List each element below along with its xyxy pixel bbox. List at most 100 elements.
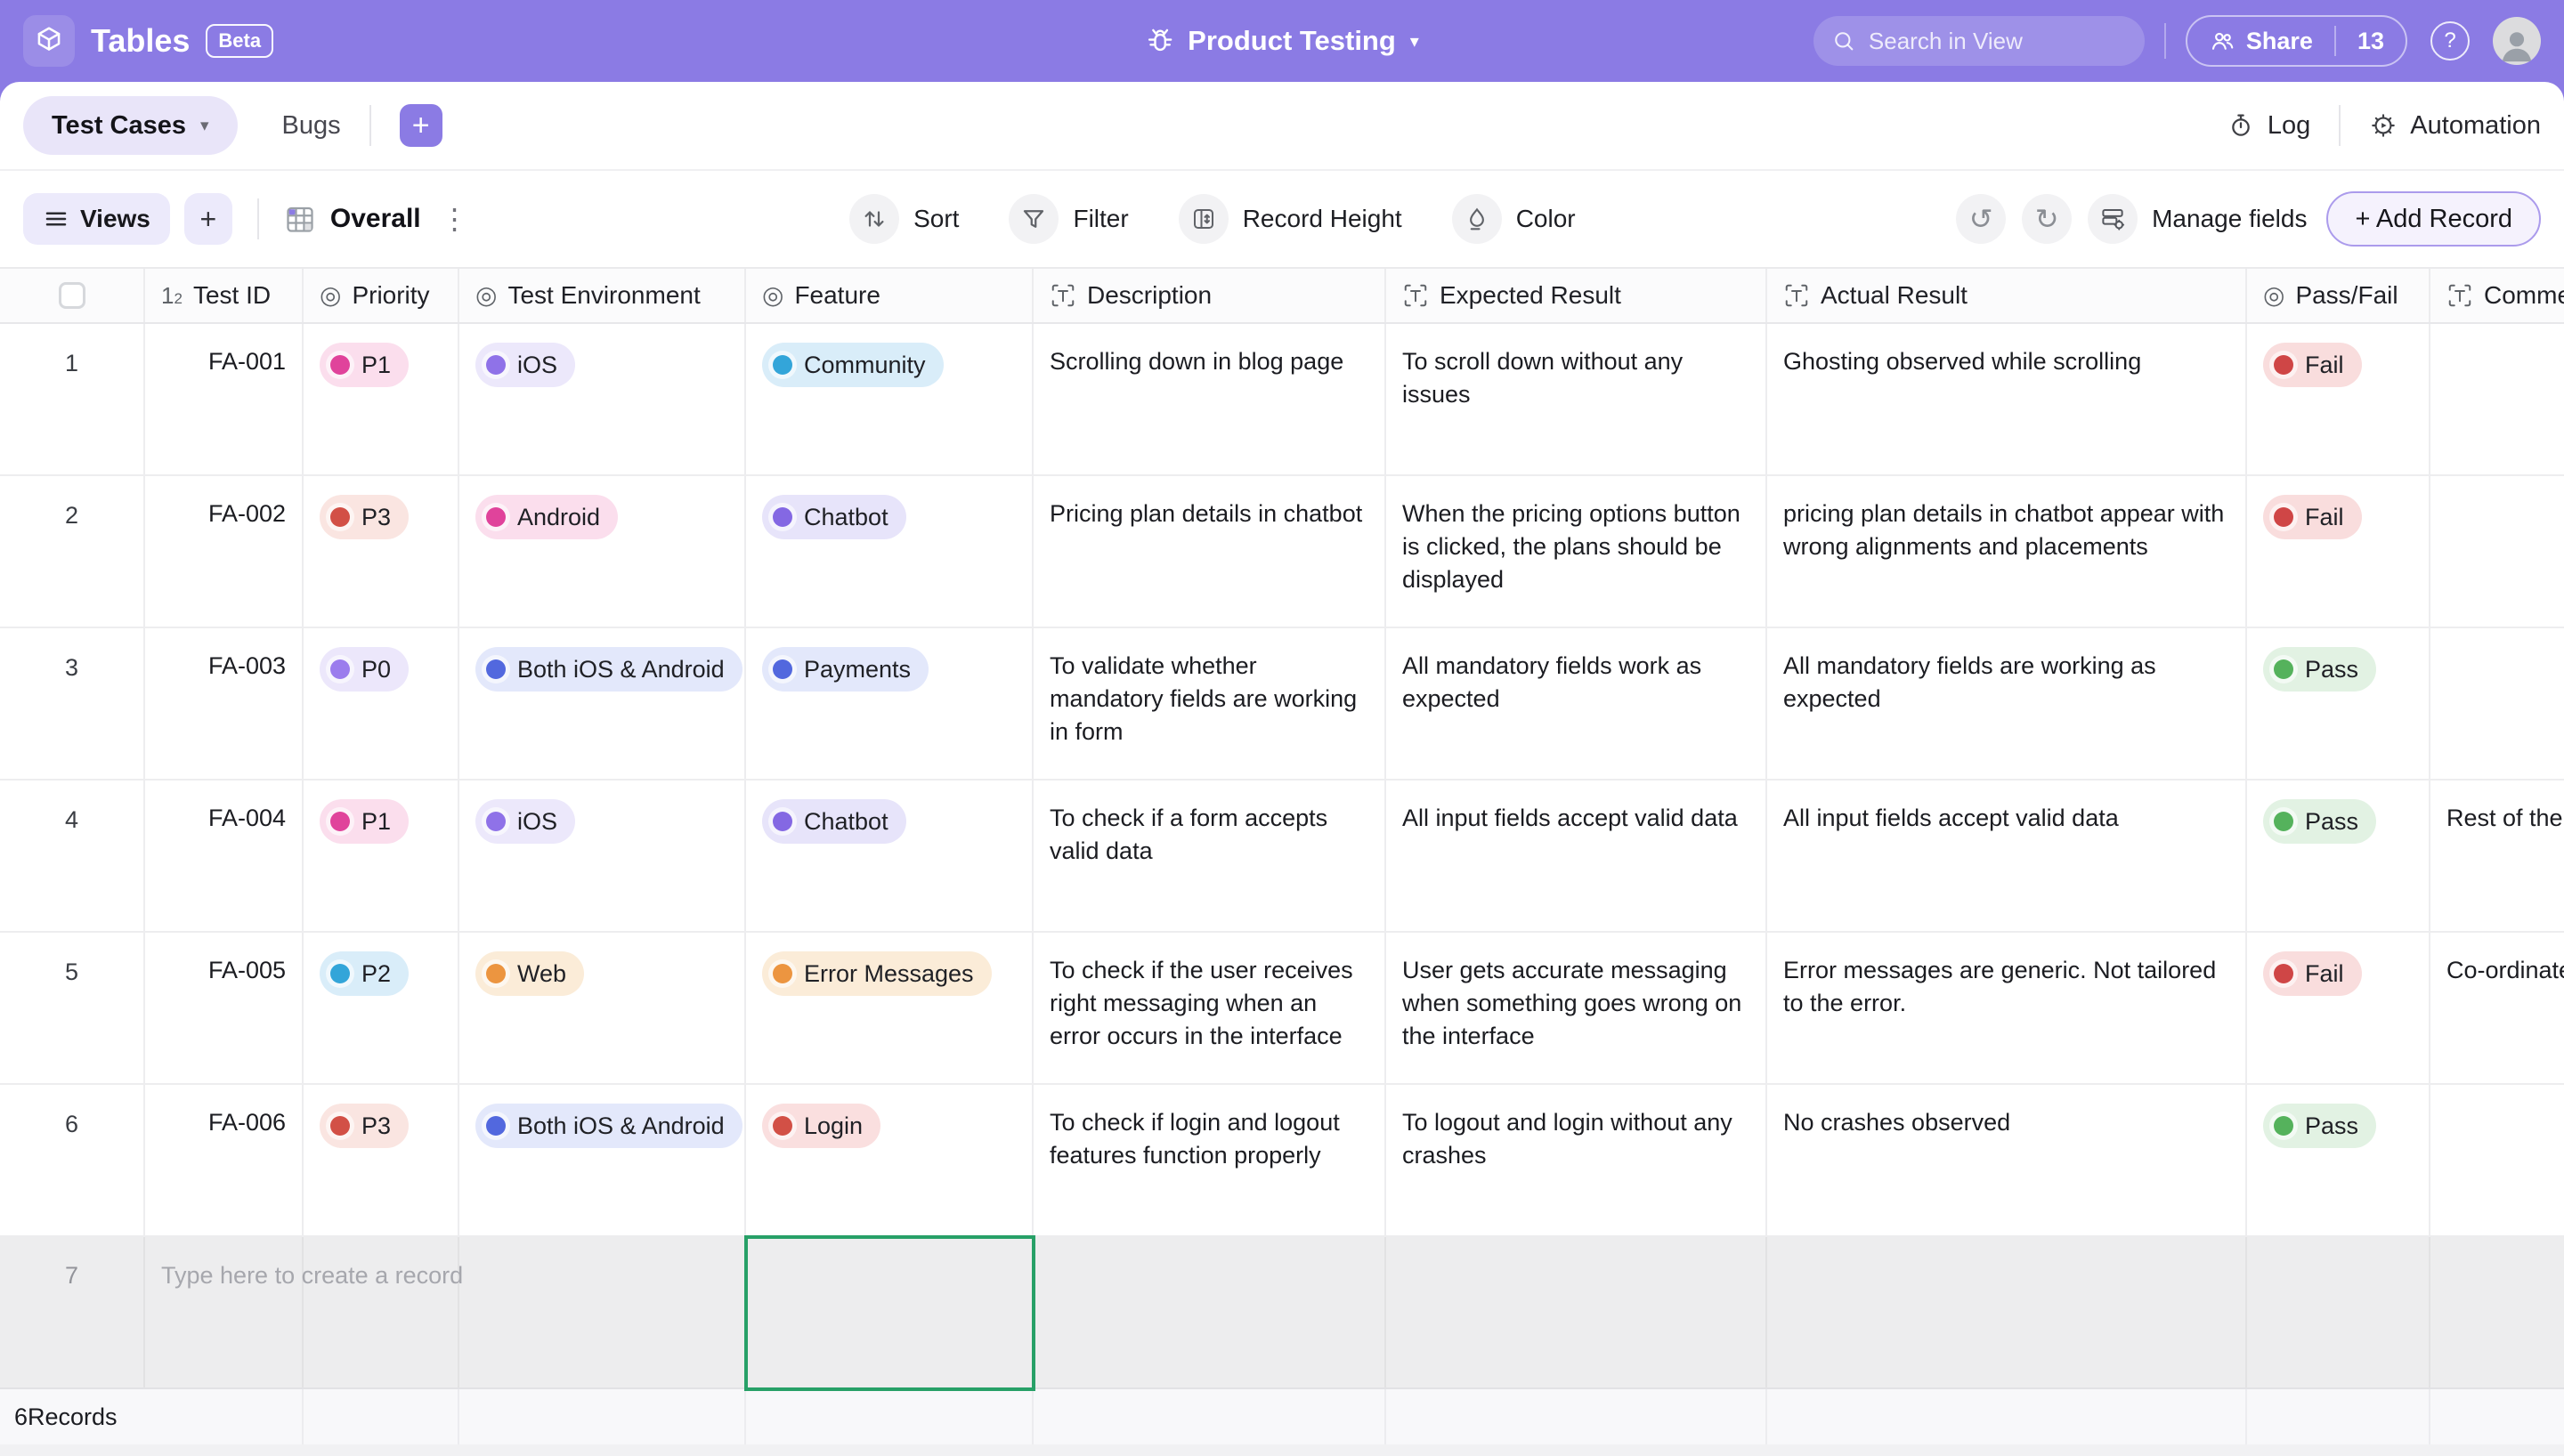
cell-comments[interactable] xyxy=(2430,476,2564,627)
cell-passfail[interactable]: Pass xyxy=(2247,781,2430,931)
new-row-cell-passfail[interactable] xyxy=(2247,1237,2430,1387)
cell-expected[interactable]: To logout and login without any crashes xyxy=(1386,1085,1767,1235)
cell-test_id[interactable]: FA-002 xyxy=(145,476,304,627)
new-row-cell-description[interactable] xyxy=(1034,1237,1386,1387)
share-button[interactable]: Share 13 xyxy=(2185,15,2407,67)
cell-actual[interactable]: All mandatory fields are working as expe… xyxy=(1767,628,2247,779)
view-name[interactable]: Overall xyxy=(329,204,421,233)
manage-fields-button[interactable]: Manage fields xyxy=(2088,194,2307,244)
column-header-comments[interactable]: Comments xyxy=(2430,269,2564,322)
cell-actual[interactable]: Error messages are generic. Not tailored… xyxy=(1767,933,2247,1083)
row-number[interactable]: 5 xyxy=(0,933,145,1083)
cell-test_id[interactable]: FA-005 xyxy=(145,933,304,1083)
column-header-environment[interactable]: ◎ Test Environment xyxy=(459,269,746,322)
cell-actual[interactable]: All input fields accept valid data xyxy=(1767,781,2247,931)
add-table-button[interactable]: + xyxy=(399,104,442,147)
cell-priority[interactable]: P1 xyxy=(304,324,459,474)
redo-button[interactable]: ↻ xyxy=(2022,194,2073,244)
row-number[interactable]: 2 xyxy=(0,476,145,627)
cell-priority[interactable]: P3 xyxy=(304,1085,459,1235)
row-number[interactable]: 3 xyxy=(0,628,145,779)
cell-test_id[interactable]: FA-004 xyxy=(145,781,304,931)
cell-environment[interactable]: Both iOS & Android xyxy=(459,628,746,779)
column-header-priority[interactable]: ◎ Priority xyxy=(304,269,459,322)
cell-description[interactable]: To check if login and logout features fu… xyxy=(1034,1085,1386,1235)
cell-actual[interactable]: No crashes observed xyxy=(1767,1085,2247,1235)
cell-passfail[interactable]: Pass xyxy=(2247,628,2430,779)
cell-environment[interactable]: iOS xyxy=(459,781,746,931)
cell-feature[interactable]: Error Messages xyxy=(746,933,1034,1083)
cell-environment[interactable]: Both iOS & Android xyxy=(459,1085,746,1235)
cell-test_id[interactable]: FA-003 xyxy=(145,628,304,779)
cell-feature[interactable]: Chatbot xyxy=(746,476,1034,627)
cell-feature[interactable]: Payments xyxy=(746,628,1034,779)
cell-comments[interactable]: Co-ordinate xyxy=(2430,933,2564,1083)
cell-passfail[interactable]: Fail xyxy=(2247,933,2430,1083)
color-button[interactable]: Color xyxy=(1451,194,1576,244)
cell-description[interactable]: To check if the user receives right mess… xyxy=(1034,933,1386,1083)
new-row-cell-feature[interactable] xyxy=(746,1237,1034,1387)
cell-expected[interactable]: To scroll down without any issues xyxy=(1386,324,1767,474)
cell-environment[interactable]: Web xyxy=(459,933,746,1083)
row-number[interactable]: 4 xyxy=(0,781,145,931)
column-header-test_id[interactable]: 12 Test ID xyxy=(145,269,304,322)
filter-button[interactable]: Filter xyxy=(1009,194,1129,244)
view-menu-kebab[interactable]: ⋮ xyxy=(440,203,469,235)
select-all-cell[interactable] xyxy=(0,269,145,322)
views-button[interactable]: Views xyxy=(23,193,170,245)
sort-button[interactable]: Sort xyxy=(849,194,959,244)
app-logo[interactable] xyxy=(23,15,75,67)
cell-priority[interactable]: P3 xyxy=(304,476,459,627)
cell-test_id[interactable]: FA-006 xyxy=(145,1085,304,1235)
cell-environment[interactable]: iOS xyxy=(459,324,746,474)
add-record-button[interactable]: + Add Record xyxy=(2326,191,2541,247)
column-header-actual[interactable]: Actual Result xyxy=(1767,269,2247,322)
row-number[interactable]: 1 xyxy=(0,324,145,474)
cell-feature[interactable]: Chatbot xyxy=(746,781,1034,931)
cell-feature[interactable]: Login xyxy=(746,1085,1034,1235)
tab-bugs[interactable]: Bugs xyxy=(281,110,341,140)
record-height-button[interactable]: Record Height xyxy=(1178,194,1402,244)
new-record-row[interactable]: 7 Type here to create a record xyxy=(0,1235,2564,1391)
avatar[interactable] xyxy=(2493,17,2541,65)
row-number[interactable]: 6 xyxy=(0,1085,145,1235)
cell-comments[interactable]: Rest of the xyxy=(2430,781,2564,931)
automation-button[interactable]: Automation xyxy=(2369,111,2541,141)
cell-passfail[interactable]: Fail xyxy=(2247,476,2430,627)
column-header-feature[interactable]: ◎ Feature xyxy=(746,269,1034,322)
column-header-passfail[interactable]: ◎ Pass/Fail xyxy=(2247,269,2430,322)
cell-description[interactable]: Scrolling down in blog page xyxy=(1034,324,1386,474)
help-button[interactable]: ? xyxy=(2430,21,2470,61)
new-row-cell-test_id[interactable] xyxy=(145,1237,304,1387)
new-row-cell-actual[interactable] xyxy=(1767,1237,2247,1387)
cell-expected[interactable]: All input fields accept valid data xyxy=(1386,781,1767,931)
undo-button[interactable]: ↺ xyxy=(1956,194,2007,244)
select-all-checkbox[interactable] xyxy=(58,282,85,309)
cell-feature[interactable]: Community xyxy=(746,324,1034,474)
cell-description[interactable]: To check if a form accepts valid data xyxy=(1034,781,1386,931)
cell-expected[interactable]: When the pricing options button is click… xyxy=(1386,476,1767,627)
cell-actual[interactable]: pricing plan details in chatbot appear w… xyxy=(1767,476,2247,627)
log-button[interactable]: Log xyxy=(2227,111,2310,141)
cell-environment[interactable]: Android xyxy=(459,476,746,627)
column-header-description[interactable]: Description xyxy=(1034,269,1386,322)
cell-priority[interactable]: P1 xyxy=(304,781,459,931)
new-row-cell-expected[interactable] xyxy=(1386,1237,1767,1387)
cell-description[interactable]: To validate whether mandatory fields are… xyxy=(1034,628,1386,779)
cell-expected[interactable]: All mandatory fields work as expected xyxy=(1386,628,1767,779)
add-view-button[interactable]: + xyxy=(183,193,232,245)
base-switcher[interactable]: Product Testing ▾ xyxy=(1145,0,1419,82)
cell-comments[interactable] xyxy=(2430,1085,2564,1235)
cell-actual[interactable]: Ghosting observed while scrolling xyxy=(1767,324,2247,474)
cell-comments[interactable] xyxy=(2430,324,2564,474)
new-row-cell-priority[interactable] xyxy=(304,1237,459,1387)
cell-description[interactable]: Pricing plan details in chatbot xyxy=(1034,476,1386,627)
cell-test_id[interactable]: FA-001 xyxy=(145,324,304,474)
cell-passfail[interactable]: Fail xyxy=(2247,324,2430,474)
tab-test-cases[interactable]: Test Cases ▾ xyxy=(23,96,238,155)
cell-expected[interactable]: User gets accurate messaging when someth… xyxy=(1386,933,1767,1083)
column-header-expected[interactable]: Expected Result xyxy=(1386,269,1767,322)
cell-priority[interactable]: P0 xyxy=(304,628,459,779)
new-row-cell-environment[interactable] xyxy=(459,1237,746,1387)
cell-comments[interactable] xyxy=(2430,628,2564,779)
